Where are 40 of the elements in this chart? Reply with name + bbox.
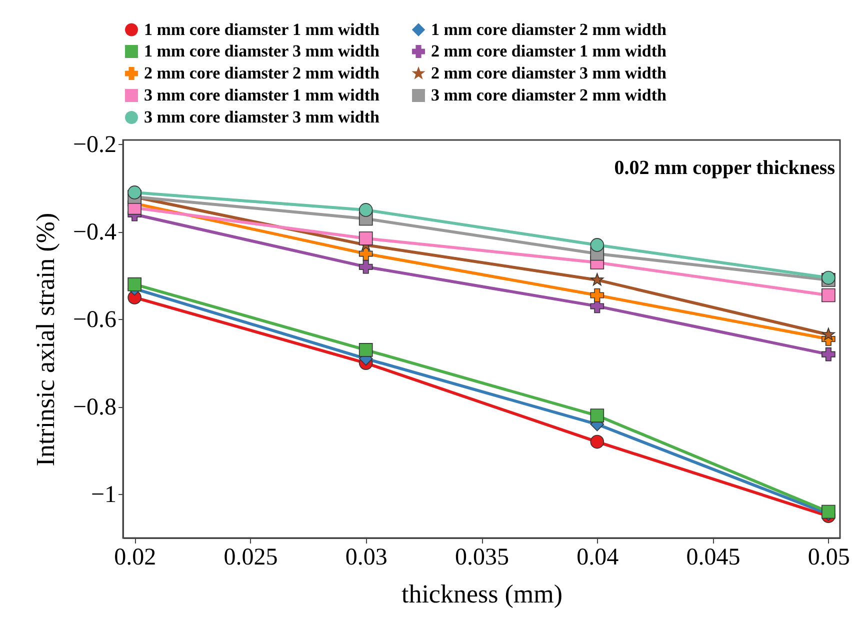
legend-label: 3 mm core diamster 2 mm width [431, 86, 667, 104]
point [822, 347, 836, 362]
x-axis-title: thickness (mm) [401, 580, 563, 608]
y-axis-title: Intrinsic axial strain (%) [30, 212, 60, 466]
point [590, 288, 604, 302]
legend-label: 3 mm core diamster 3 mm width [144, 108, 380, 126]
x-tick-label: 0.025 [224, 544, 278, 570]
point [822, 270, 836, 285]
point [822, 328, 836, 340]
point [358, 231, 373, 246]
y-tick-label: −0.6 [72, 306, 116, 333]
point [822, 288, 836, 302]
y-tick-label: −0.8 [72, 394, 116, 420]
point [822, 504, 836, 519]
legend-label: 1 mm core diamster 3 mm width [144, 42, 380, 60]
point [590, 434, 604, 449]
legend-label: 3 mm core diamster 1 mm width [144, 86, 380, 104]
legend-label: 1 mm core diamster 2 mm width [431, 20, 667, 39]
x-tick-label: 0.045 [686, 544, 740, 570]
point [590, 408, 604, 422]
annotation: 0.02 mm copper thickness [614, 157, 836, 179]
point [590, 238, 604, 252]
y-tick-label: −0.2 [72, 132, 116, 158]
x-tick-label: 0.035 [455, 544, 509, 570]
point [358, 260, 373, 274]
x-tick-label: 0.03 [345, 544, 388, 570]
y-tick-label: −0.4 [72, 219, 116, 246]
y-tick-label: −1 [90, 482, 116, 508]
legend-label: 2 mm core diamster 3 mm width [431, 64, 667, 82]
x-tick-label: 0.05 [808, 544, 850, 570]
point [358, 203, 373, 217]
point [128, 186, 142, 200]
x-tick-label: 0.04 [576, 544, 619, 570]
legend-label: 2 mm core diamster 1 mm width [431, 42, 667, 60]
legend-label: 1 mm core diamster 1 mm width [144, 20, 380, 39]
legend-label: 2 mm core diamster 2 mm width [144, 64, 380, 82]
x-tick-label: 0.02 [114, 544, 156, 570]
point [590, 273, 604, 286]
point [128, 277, 142, 292]
point [358, 343, 373, 357]
